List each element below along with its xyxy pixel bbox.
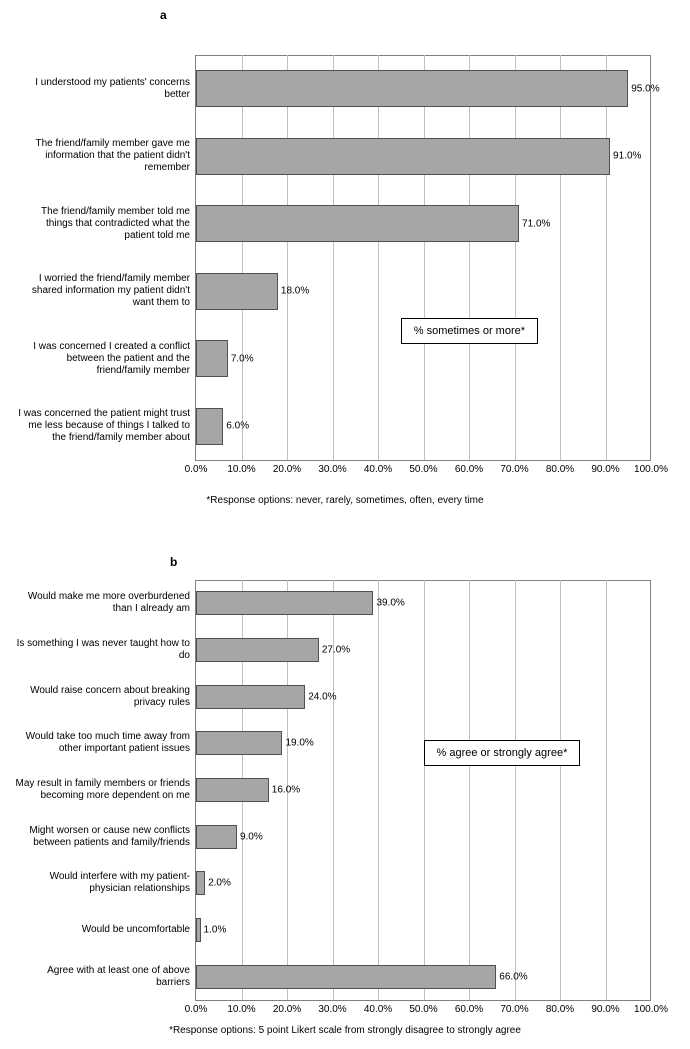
gridline (515, 580, 516, 1000)
x-tick-label: 40.0% (364, 1004, 392, 1015)
x-tick-label: 50.0% (409, 1004, 437, 1015)
bar-value-label: 71.0% (522, 218, 550, 229)
gridline (287, 55, 288, 460)
bar-value-label: 7.0% (231, 353, 254, 364)
bar (196, 685, 305, 709)
bar (196, 731, 282, 755)
gridline (424, 580, 425, 1000)
gridline (515, 55, 516, 460)
plot-area: 0.0%10.0%20.0%30.0%40.0%50.0%60.0%70.0%8… (195, 580, 651, 1001)
bar-value-label: 9.0% (240, 831, 263, 842)
x-tick-label: 70.0% (500, 464, 528, 475)
gridline (469, 55, 470, 460)
x-tick-label: 80.0% (546, 464, 574, 475)
footnote: *Response options: never, rarely, someti… (0, 495, 690, 506)
panel-label: b (170, 555, 177, 569)
bar (196, 273, 278, 310)
gridline (469, 580, 470, 1000)
bar-category-label: Is something I was never taught how to d… (15, 638, 196, 662)
bar-value-label: 1.0% (204, 925, 227, 936)
panel-label: a (160, 8, 167, 22)
bar (196, 965, 496, 989)
bar (196, 70, 628, 107)
x-tick-label: 0.0% (185, 1004, 208, 1015)
bar-value-label: 2.0% (208, 878, 231, 889)
x-tick-label: 20.0% (273, 464, 301, 475)
bar (196, 408, 223, 445)
bar-category-label: The friend/family member gave me informa… (15, 138, 196, 174)
x-tick-label: 20.0% (273, 1004, 301, 1015)
x-tick-label: 80.0% (546, 1004, 574, 1015)
x-tick-label: 60.0% (455, 1004, 483, 1015)
x-tick-label: 90.0% (591, 1004, 619, 1015)
bar (196, 918, 201, 942)
x-tick-label: 100.0% (634, 1004, 668, 1015)
x-tick-label: 40.0% (364, 464, 392, 475)
bar-value-label: 95.0% (631, 83, 659, 94)
x-tick-label: 30.0% (318, 1004, 346, 1015)
bar-value-label: 19.0% (285, 738, 313, 749)
footnote: *Response options: 5 point Likert scale … (0, 1025, 690, 1036)
bar-category-label: Would raise concern about breaking priva… (15, 685, 196, 709)
x-tick-label: 90.0% (591, 464, 619, 475)
bar (196, 638, 319, 662)
x-tick-label: 0.0% (185, 464, 208, 475)
bar-value-label: 27.0% (322, 645, 350, 656)
x-tick-label: 100.0% (634, 464, 668, 475)
chart-a: a0.0%10.0%20.0%30.0%40.0%50.0%60.0%70.0%… (0, 0, 690, 525)
bar-value-label: 18.0% (281, 286, 309, 297)
bar-category-label: The friend/family member told me things … (15, 206, 196, 242)
plot-area: 0.0%10.0%20.0%30.0%40.0%50.0%60.0%70.0%8… (195, 55, 651, 461)
bar-category-label: Would be uncomfortable (15, 924, 196, 936)
bar-category-label: I worried the friend/family member share… (15, 273, 196, 309)
gridline (424, 55, 425, 460)
gridline (333, 55, 334, 460)
bar-category-label: Might worsen or cause new conflicts betw… (15, 825, 196, 849)
gridline (242, 55, 243, 460)
gridline (606, 580, 607, 1000)
bar-value-label: 24.0% (308, 691, 336, 702)
bar-category-label: May result in family members or friends … (15, 778, 196, 802)
gridline (378, 580, 379, 1000)
bar (196, 778, 269, 802)
gridline (333, 580, 334, 1000)
bar-category-label: Would take too much time away from other… (15, 731, 196, 755)
chart-b: b0.0%10.0%20.0%30.0%40.0%50.0%60.0%70.0%… (0, 525, 690, 1049)
x-tick-label: 50.0% (409, 464, 437, 475)
gridline (378, 55, 379, 460)
bar (196, 138, 610, 175)
legend-box: % sometimes or more* (401, 318, 538, 344)
bar-category-label: Would interfere with my patient-physicia… (15, 871, 196, 895)
x-tick-label: 70.0% (500, 1004, 528, 1015)
x-tick-label: 10.0% (227, 1004, 255, 1015)
x-tick-label: 30.0% (318, 464, 346, 475)
bar-category-label: I was concerned the patient might trust … (15, 408, 196, 444)
bar-value-label: 16.0% (272, 785, 300, 796)
gridline (606, 55, 607, 460)
bar-value-label: 91.0% (613, 151, 641, 162)
bar (196, 871, 205, 895)
bar (196, 591, 373, 615)
bar-category-label: Agree with at least one of above barrier… (15, 965, 196, 989)
gridline (560, 55, 561, 460)
bar-category-label: I was concerned I created a conflict bet… (15, 341, 196, 377)
x-tick-label: 60.0% (455, 464, 483, 475)
bar-value-label: 66.0% (499, 971, 527, 982)
bar-value-label: 39.0% (376, 598, 404, 609)
bar-category-label: Would make me more overburdened than I a… (15, 591, 196, 615)
x-tick-label: 10.0% (227, 464, 255, 475)
bar-category-label: I understood my patients' concerns bette… (15, 77, 196, 101)
bar (196, 340, 228, 377)
legend-box: % agree or strongly agree* (424, 740, 581, 766)
gridline (560, 580, 561, 1000)
bar-value-label: 6.0% (226, 421, 249, 432)
bar (196, 205, 519, 242)
bar (196, 825, 237, 849)
